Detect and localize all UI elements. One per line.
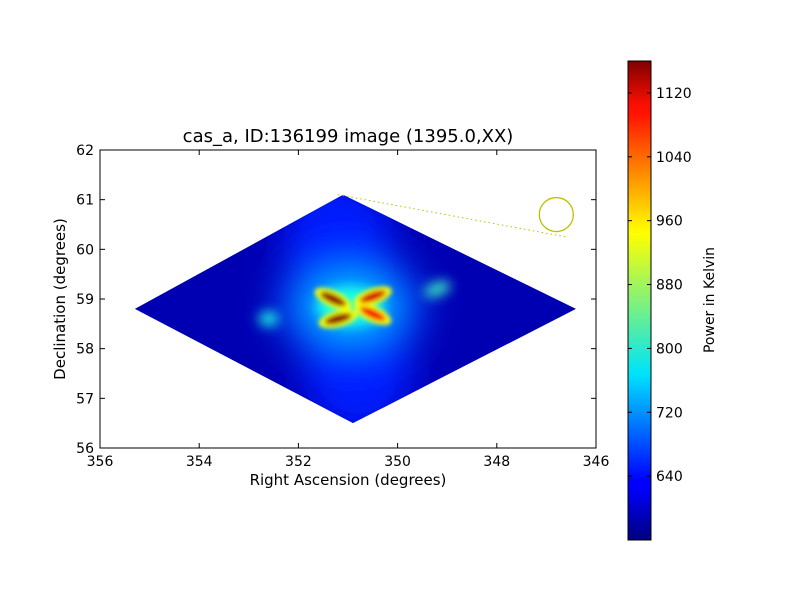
lobe-west: [258, 311, 279, 326]
lobe-east: [423, 281, 451, 297]
x-tick-label: 348: [483, 454, 510, 470]
y-tick-label: 56: [76, 441, 94, 457]
source-peak: [359, 306, 386, 322]
y-tick-label: 59: [76, 292, 94, 308]
colorbar-tick-label: 720: [656, 405, 683, 421]
colorbar: [628, 61, 651, 540]
x-tick-label: 356: [87, 454, 114, 470]
colorbar-tick-label: 640: [656, 469, 683, 485]
colorbar-label: Power in Kelvin: [702, 247, 718, 353]
y-tick-label: 60: [76, 242, 94, 258]
x-axis: 356 354 352 350 348 346: [87, 150, 610, 470]
source-peak: [324, 313, 352, 325]
y-axis: 56 57 58 59 60 61 62: [76, 143, 596, 457]
colorbar-tick-label: 1040: [656, 150, 692, 166]
x-tick-label: 352: [285, 454, 312, 470]
heatmap-peaks: [314, 286, 392, 329]
colorbar-tick-label: 960: [656, 214, 683, 230]
source-peak: [320, 291, 346, 307]
y-tick-label: 62: [76, 143, 94, 159]
beam-marker-layer: [337, 194, 574, 238]
y-tick-label: 58: [76, 342, 94, 358]
x-tick-label: 354: [186, 454, 213, 470]
chart-title: cas_a, ID:136199 image (1395.0,XX): [183, 126, 514, 147]
colorbar-tick-label: 800: [656, 341, 683, 357]
x-tick-label: 350: [384, 454, 411, 470]
y-tick-label: 57: [76, 391, 94, 407]
source-peak: [359, 290, 387, 303]
colorbar-frame: [627, 60, 652, 541]
beam-circle: [538, 196, 574, 233]
y-tick-label: 61: [76, 193, 94, 209]
colorbar-tick-label: 880: [656, 278, 683, 294]
colorbar-tick-label: 1120: [656, 86, 692, 102]
x-axis-label: Right Ascension (degrees): [250, 471, 447, 489]
x-tick-label: 346: [583, 454, 610, 470]
colorbar-axis: 640 720 800 880 960 1040 1120: [628, 86, 692, 485]
y-axis-label: Declination (degrees): [51, 218, 69, 380]
